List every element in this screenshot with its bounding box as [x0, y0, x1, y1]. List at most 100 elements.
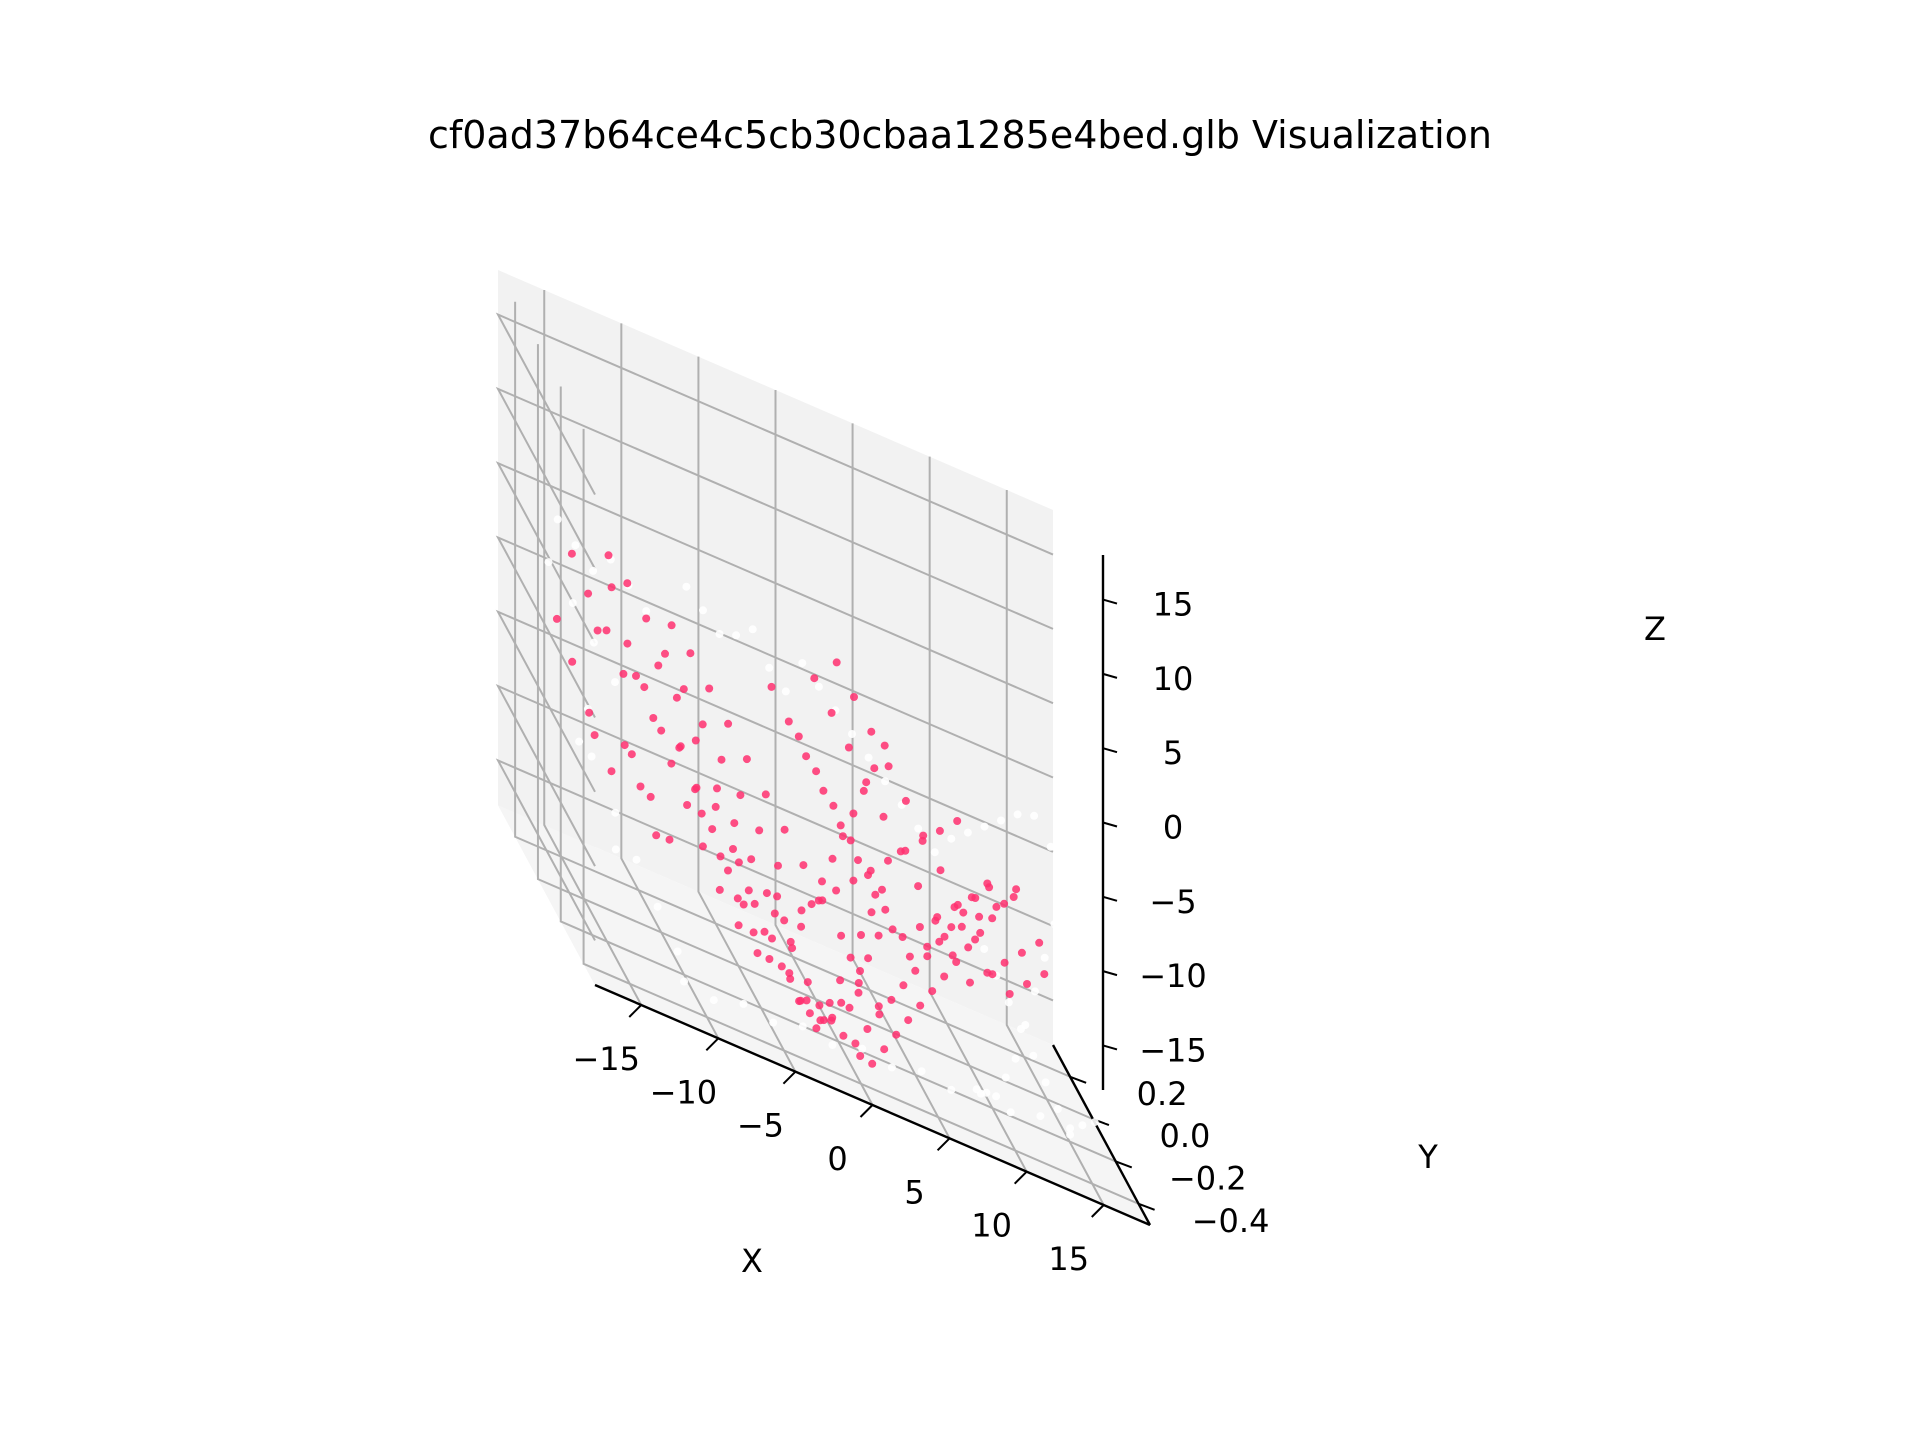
data-point — [1009, 893, 1018, 901]
data-point — [683, 801, 692, 809]
data-point — [836, 976, 845, 985]
data-point — [607, 583, 616, 592]
data-point — [667, 621, 676, 630]
data-point — [1031, 987, 1039, 996]
data-point — [971, 935, 980, 944]
data-point — [988, 970, 997, 979]
data-point — [957, 922, 966, 931]
data-point — [845, 1003, 854, 1012]
data-point — [780, 825, 789, 834]
z-tick-label: −5 — [1149, 883, 1196, 921]
data-point — [856, 1052, 865, 1060]
data-point — [652, 831, 661, 840]
data-point — [773, 892, 782, 901]
data-point — [1035, 938, 1044, 947]
data-point — [780, 916, 789, 925]
data-point — [760, 927, 769, 936]
z-tick-label: 10 — [1153, 660, 1194, 698]
data-point — [849, 876, 858, 885]
data-point — [640, 683, 649, 692]
y-tick-label: 0.0 — [1159, 1117, 1210, 1155]
x-tick — [859, 1104, 874, 1118]
data-point — [858, 1044, 867, 1053]
data-point — [593, 626, 602, 635]
z-tick — [1102, 672, 1118, 679]
data-point — [829, 801, 838, 810]
data-point — [784, 717, 793, 726]
y-tick — [1115, 1160, 1133, 1169]
data-point — [928, 987, 937, 996]
data-point — [602, 626, 611, 635]
data-point — [798, 1022, 807, 1031]
data-point — [708, 825, 717, 834]
data-point — [698, 720, 707, 729]
data-point — [729, 845, 737, 853]
data-point — [819, 786, 828, 795]
data-point — [854, 979, 863, 987]
data-point — [672, 693, 681, 702]
z-tick-label: 15 — [1153, 586, 1194, 624]
data-point — [832, 658, 841, 667]
data-point — [802, 752, 811, 761]
data-point — [887, 995, 896, 1004]
data-point — [952, 958, 961, 966]
grid-z — [495, 684, 1054, 928]
data-point — [807, 900, 816, 909]
data-point — [874, 931, 883, 940]
data-point — [887, 1063, 896, 1072]
data-point — [1023, 980, 1031, 988]
data-point — [911, 966, 920, 975]
data-point — [959, 908, 968, 917]
grid-z — [495, 312, 1054, 556]
data-point — [837, 998, 846, 1007]
data-point — [717, 755, 726, 764]
data-point — [705, 684, 714, 693]
data-point — [765, 955, 774, 963]
data-point — [825, 998, 834, 1007]
data-point — [611, 808, 620, 817]
data-point — [815, 1001, 824, 1010]
data-point — [864, 871, 872, 880]
data-point — [838, 832, 847, 841]
data-point — [589, 638, 598, 647]
data-point — [919, 831, 928, 840]
data-point — [1066, 1130, 1075, 1139]
data-point — [884, 762, 893, 771]
data-point — [832, 886, 841, 895]
data-point — [901, 796, 910, 805]
data-point — [571, 541, 580, 550]
data-point — [584, 589, 593, 598]
data-point — [744, 886, 753, 895]
data-point — [980, 945, 989, 953]
data-point — [732, 631, 741, 640]
grid-x — [697, 356, 797, 1073]
data-point — [653, 902, 662, 911]
data-point — [881, 905, 890, 914]
data-point — [953, 900, 962, 909]
data-point — [1000, 958, 1009, 967]
grid-y — [514, 301, 1071, 1078]
data-point — [879, 812, 888, 821]
data-point — [739, 999, 748, 1008]
data-point — [940, 972, 949, 981]
data-point — [812, 767, 821, 776]
data-point — [857, 931, 865, 939]
data-point — [749, 928, 758, 937]
data-point — [657, 726, 666, 735]
data-point — [1041, 1078, 1050, 1087]
data-point — [739, 900, 748, 909]
data-point — [770, 909, 779, 918]
data-point — [818, 877, 826, 886]
data-point — [781, 687, 790, 696]
data-point — [892, 1030, 901, 1039]
data-point — [977, 1089, 985, 1098]
data-point — [988, 914, 997, 923]
data-point — [544, 558, 553, 567]
data-point — [936, 866, 945, 875]
data-point — [844, 743, 853, 752]
data-point — [797, 906, 806, 915]
data-point — [1006, 1108, 1015, 1117]
grid-z — [495, 386, 1054, 630]
data-points — [544, 515, 1121, 1139]
data-point — [667, 759, 676, 768]
